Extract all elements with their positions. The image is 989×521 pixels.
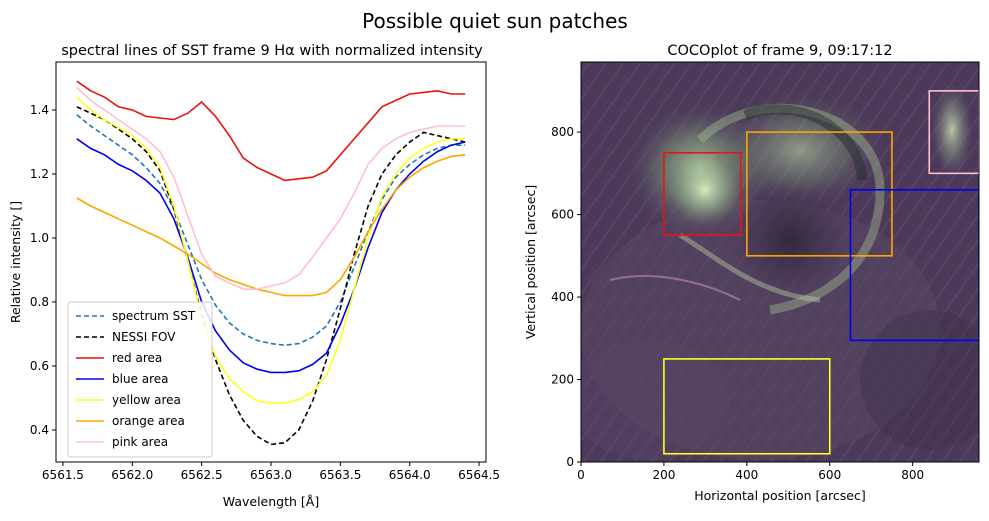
- region-box-pink-area: [928, 90, 979, 175]
- series-line-pink-area: [76, 87, 466, 291]
- spectral-line-plot: spectral lines of SST frame 9 Hα with no…: [8, 43, 500, 509]
- region-box-red-area: [663, 151, 742, 236]
- region-box-blue-area: [849, 189, 979, 342]
- x-tick-label: 6564.5: [458, 468, 500, 482]
- x-tick-label: 6562.5: [181, 468, 223, 482]
- y-tick-label: 1.2: [30, 167, 49, 181]
- region-box-yellow-area: [663, 358, 831, 455]
- y-tick-label: 0.8: [30, 295, 49, 309]
- right-chart-title: COCOplot of frame 9, 09:17:12: [667, 43, 892, 59]
- x-tick-label: 800: [901, 468, 924, 482]
- x-tick-label: 6564.0: [389, 468, 431, 482]
- x-tick-label: 6563.5: [319, 468, 361, 482]
- y-tick-label: 0.6: [30, 359, 49, 373]
- series-line-orange-area: [76, 154, 466, 297]
- y-tick-label: 400: [551, 290, 574, 304]
- legend-box: [67, 301, 213, 458]
- x-tick-label: 6561.5: [42, 468, 84, 482]
- legend-label: spectrum SST: [112, 309, 196, 323]
- y-tick-label: 800: [551, 125, 574, 139]
- y-tick-label: 600: [551, 208, 574, 222]
- x-tick-label: 600: [818, 468, 841, 482]
- right-x-axis-label: Horizontal position [arcsec]: [694, 488, 866, 503]
- solar-image: [581, 62, 979, 462]
- y-tick-label: 1.0: [30, 231, 49, 245]
- series-line-nessi-fov: [76, 106, 466, 446]
- series-line-yellow-area: [76, 96, 466, 404]
- figure-suptitle: Possible quiet sun patches: [362, 9, 628, 33]
- right-y-axis-label: Vertical position [arcsec]: [523, 185, 538, 339]
- left-x-axis-label: Wavelength [Å]: [223, 494, 319, 509]
- legend-label: orange area: [112, 414, 185, 428]
- left-chart-title: spectral lines of SST frame 9 Hα with no…: [61, 43, 483, 59]
- left-y-axis-label: Relative intensity []: [8, 201, 23, 323]
- region-box-orange-area: [746, 131, 893, 257]
- series-line-spectrum-sst: [76, 114, 466, 347]
- legend-label: NESSI FOV: [112, 330, 176, 344]
- series-line-red-area: [76, 80, 466, 182]
- legend-label: pink area: [112, 435, 168, 449]
- x-tick-label: 400: [735, 468, 758, 482]
- right-axes-frame: [580, 61, 980, 463]
- x-tick-label: 0: [577, 468, 585, 482]
- x-tick-label: 6563.0: [250, 468, 292, 482]
- y-tick-label: 0: [566, 455, 574, 469]
- cocoplot-image: COCOplot of frame 9, 09:17:12 0 200 400 600…: [523, 43, 980, 503]
- legend: spectrum SST NESSI FOV red area blue area ye…: [67, 301, 213, 458]
- legend-label: red area: [112, 351, 162, 365]
- legend-label: blue area: [112, 372, 169, 386]
- x-tick-label: 200: [652, 468, 675, 482]
- legend-label: yellow area: [112, 393, 181, 407]
- y-tick-label: 200: [551, 373, 574, 387]
- y-tick-label: 1.4: [30, 103, 49, 117]
- y-tick-label: 0.4: [30, 423, 49, 437]
- x-tick-label: 6562.0: [111, 468, 153, 482]
